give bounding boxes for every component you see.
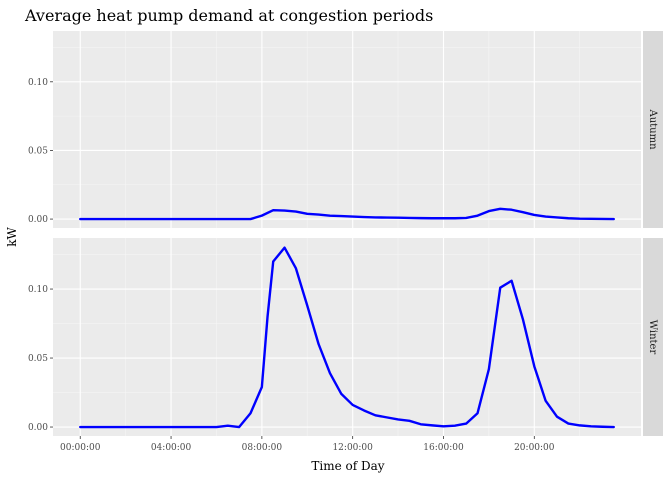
y-tick-label: 0.05 [28, 354, 48, 364]
x-axis-title: Time of Day [311, 459, 384, 473]
x-tick-label: 20:00:00 [514, 443, 555, 453]
series-line-autumn [79, 207, 615, 221]
facet-strip [643, 238, 663, 436]
y-tick-label: 0.00 [28, 423, 48, 433]
y-tick-label: 0.00 [28, 215, 48, 225]
facet-panel-autumn: 0.00 0.05 0.10 Autumn [28, 31, 663, 228]
x-tick-label: 16:00:00 [423, 443, 464, 453]
facet-strip [643, 31, 663, 228]
y-tick-label: 0.05 [28, 146, 48, 156]
facet-strip-label: Autumn [647, 108, 658, 150]
y-axis-title: kW [5, 227, 19, 247]
x-tick-label: 12:00:00 [332, 443, 373, 453]
x-tick-label: 00:00:00 [60, 443, 101, 453]
facet-panel-winter: 0.00 0.05 0.10 Winter [28, 238, 663, 436]
facet-strip-label: Winter [647, 320, 658, 355]
series-line-winter [79, 246, 615, 429]
panel-background [53, 238, 641, 436]
x-tick-label: 08:00:00 [242, 443, 283, 453]
y-tick-label: 0.10 [28, 285, 48, 295]
x-tick-label: 04:00:00 [151, 443, 192, 453]
y-tick-label: 0.10 [28, 78, 48, 88]
chart-title: Average heat pump demand at congestion p… [24, 6, 433, 25]
panel-background [53, 31, 641, 228]
facet-panels: 0.00 0.05 0.10 Autumn 0.00 0.05 0.10 Winter [28, 31, 663, 436]
x-axis: 00:00:00 04:00:00 08:00:00 12:00:00 16:00:00… [60, 436, 555, 453]
